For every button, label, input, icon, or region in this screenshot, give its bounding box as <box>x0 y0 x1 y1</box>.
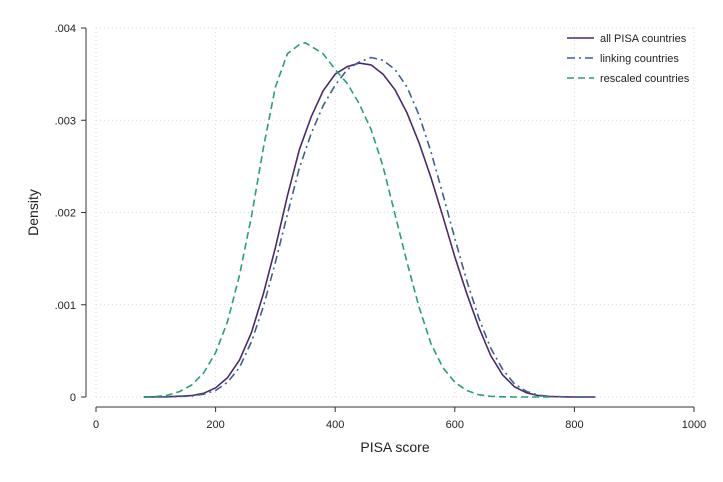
series-line-rescaled-countries <box>143 42 551 398</box>
series-line-all-pisa-countries <box>143 62 596 398</box>
y-axis-title: Density <box>25 189 41 236</box>
gridlines <box>95 27 695 398</box>
x-tick-label: 400 <box>326 419 344 431</box>
x-tick-label: 0 <box>93 419 99 431</box>
legend-label: rescaled countries <box>600 73 690 85</box>
x-tick-label: 200 <box>206 419 224 431</box>
series-line-linking-countries <box>143 56 596 398</box>
x-tick-label: 1000 <box>682 419 706 431</box>
y-tick-label: .003 <box>55 115 76 127</box>
y-tick-label: .001 <box>55 300 76 312</box>
x-axis-title: PISA score <box>360 439 429 455</box>
y-tick-label: .004 <box>55 23 76 35</box>
y-axis-ticks: 0 .001 .002 .003 .004 <box>55 23 86 404</box>
legend-label: linking countries <box>600 53 679 65</box>
y-tick-label: .002 <box>55 208 76 220</box>
x-tick-label: 600 <box>446 419 464 431</box>
x-tick-label: 800 <box>565 419 583 431</box>
legend: all PISA countries linking countries resca… <box>567 33 690 85</box>
x-axis-ticks: 0 200 400 600 800 1000 <box>93 407 706 431</box>
series-lines <box>143 42 596 398</box>
y-tick-label: 0 <box>70 392 76 404</box>
legend-label: all PISA countries <box>600 33 687 45</box>
